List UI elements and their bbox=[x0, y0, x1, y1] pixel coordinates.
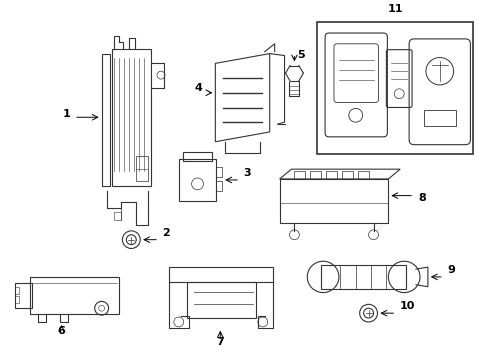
Text: 10: 10 bbox=[399, 301, 415, 311]
Text: 9: 9 bbox=[448, 265, 456, 275]
Bar bbox=[326, 171, 337, 179]
Bar bbox=[101, 54, 110, 186]
Text: 5: 5 bbox=[297, 50, 305, 59]
Bar bbox=[321, 265, 406, 289]
Text: 7: 7 bbox=[217, 337, 224, 347]
Bar bbox=[424, 111, 456, 126]
Bar bbox=[136, 157, 148, 181]
Bar bbox=[317, 22, 473, 154]
Bar bbox=[112, 49, 151, 186]
Bar bbox=[216, 167, 222, 177]
Bar bbox=[15, 297, 19, 303]
Bar bbox=[30, 277, 120, 314]
Bar bbox=[294, 171, 305, 179]
Text: 3: 3 bbox=[243, 168, 251, 178]
Bar bbox=[183, 152, 212, 161]
Bar bbox=[15, 283, 32, 308]
Bar bbox=[310, 171, 321, 179]
Bar bbox=[15, 287, 19, 293]
Text: 4: 4 bbox=[195, 83, 202, 93]
Bar bbox=[216, 181, 222, 191]
Bar bbox=[179, 159, 216, 201]
Bar bbox=[187, 282, 256, 318]
Bar bbox=[169, 267, 272, 282]
Bar bbox=[280, 179, 389, 223]
Bar bbox=[115, 212, 122, 220]
Text: 6: 6 bbox=[58, 326, 66, 336]
Bar bbox=[358, 171, 368, 179]
Bar bbox=[342, 171, 353, 179]
Text: 11: 11 bbox=[388, 4, 403, 14]
Text: 1: 1 bbox=[62, 109, 70, 119]
Text: 8: 8 bbox=[418, 193, 426, 203]
Text: 2: 2 bbox=[162, 228, 170, 238]
